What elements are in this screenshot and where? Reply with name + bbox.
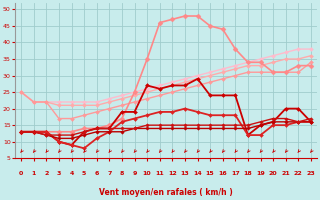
X-axis label: Vent moyen/en rafales ( km/h ): Vent moyen/en rafales ( km/h ) — [99, 188, 233, 197]
